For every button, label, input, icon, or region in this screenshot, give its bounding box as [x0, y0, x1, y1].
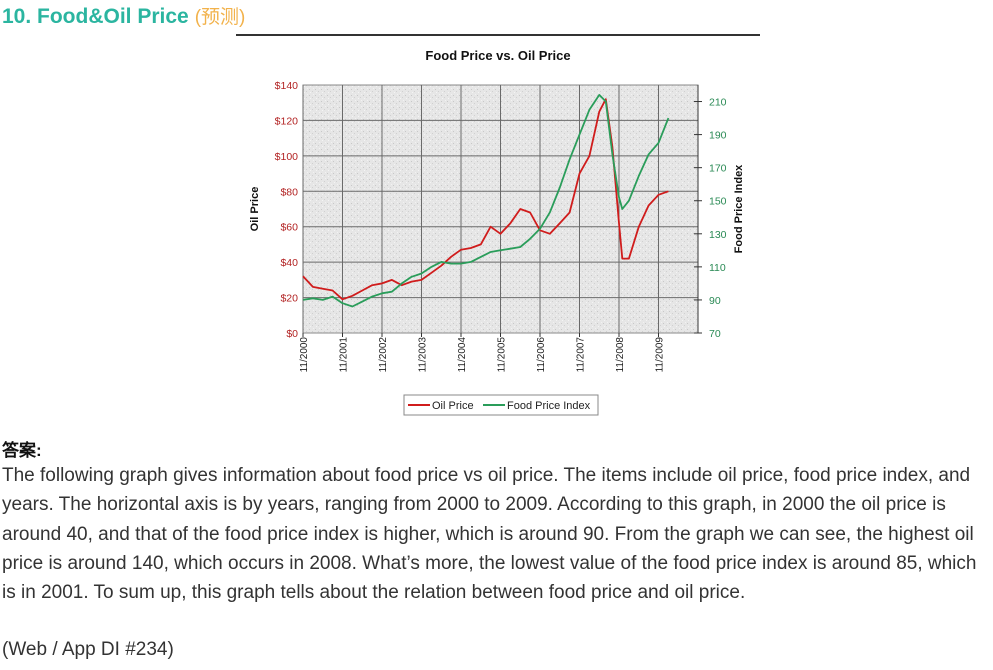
food-price-index-line — [302, 94, 670, 308]
series-lines — [302, 94, 670, 308]
x-tick-label: 11/2003 — [418, 337, 429, 373]
x-tick-label: 11/2009 — [655, 337, 666, 373]
grid-lines — [302, 85, 698, 333]
y-tick-label: $40 — [280, 257, 298, 269]
y-tick-label: $20 — [280, 293, 298, 305]
answer-text: The following graph gives information ab… — [2, 465, 977, 604]
y-tick-label: $60 — [280, 222, 298, 234]
y2-tick-label: 110 — [709, 262, 726, 274]
y-tick-label: $0 — [286, 328, 298, 340]
y2-tick-label: 70 — [709, 328, 721, 340]
y-tick-label: $120 — [275, 115, 299, 127]
x-tick-label: 11/2005 — [497, 337, 508, 373]
answer-label: 答案: — [2, 441, 42, 460]
x-tick-label: 11/2000 — [299, 337, 310, 373]
x-tick-label: 11/2001 — [339, 337, 350, 373]
heading-note: (预测) — [194, 7, 246, 28]
axes: 11/2000 11/2001 11/2002 11/2003 11/2004 11/20… — [275, 80, 727, 372]
y2-tick-label: 150 — [709, 196, 727, 208]
heading-title: 10. Food&Oil Price — [2, 5, 189, 28]
y2-axis-label: Food Price Index — [733, 164, 745, 254]
legend-oil-label: Oil Price — [432, 400, 474, 412]
y-tick-label: $80 — [280, 186, 298, 198]
x-tick-label: 11/2002 — [378, 337, 389, 373]
y-tick-label: $140 — [275, 80, 299, 92]
y2-tick-label: 170 — [709, 163, 727, 175]
section-heading: 10. Food&Oil Price (预测) — [2, 2, 245, 29]
chart-title: Food Price vs. Oil Price — [425, 48, 570, 63]
y2-tick-label: 190 — [709, 130, 727, 142]
source-note: (Web / App DI #234) — [2, 639, 174, 660]
legend: Oil Price Food Price Index — [403, 394, 599, 416]
x-tick-label: 11/2007 — [576, 337, 587, 373]
food-oil-chart: Food Price vs. Oil Price 11/2000 11/2001 1… — [236, 34, 760, 420]
chart-figure: Food Price vs. Oil Price 11/2000 11/2001 1… — [236, 34, 760, 420]
y-tick-label: $100 — [275, 151, 299, 163]
x-tick-label: 11/2006 — [536, 337, 547, 373]
legend-food-label: Food Price Index — [507, 400, 591, 412]
y-axis-label: Oil Price — [249, 187, 261, 232]
y2-tick-label: 210 — [709, 97, 727, 109]
oil-price-line — [302, 98, 669, 301]
y2-tick-label: 130 — [709, 229, 727, 241]
x-tick-label: 11/2008 — [615, 337, 626, 373]
y2-tick-label: 90 — [709, 295, 721, 307]
x-tick-label: 11/2004 — [457, 337, 468, 373]
